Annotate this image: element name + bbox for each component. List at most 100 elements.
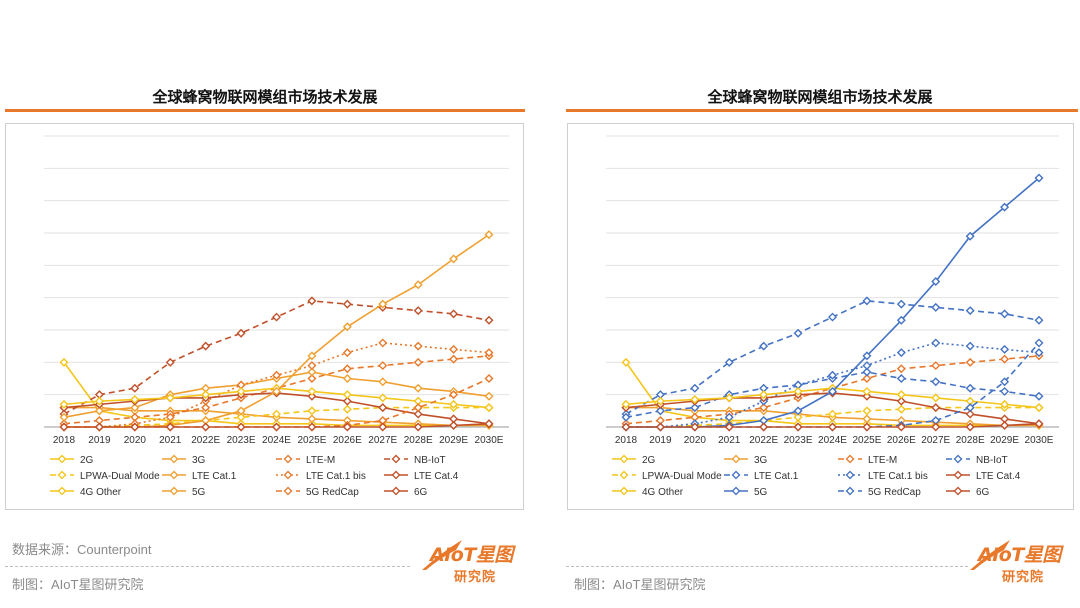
data-point	[236, 406, 246, 416]
legend-swatch-marker	[619, 470, 629, 480]
data-point	[94, 396, 104, 406]
data-point	[896, 348, 906, 358]
x-tick-label: 2019	[649, 435, 672, 446]
data-point	[130, 383, 140, 393]
data-point	[307, 367, 317, 377]
legend-swatch-marker	[283, 454, 293, 464]
data-point	[931, 338, 941, 348]
data-point	[862, 414, 872, 424]
data-point	[236, 422, 246, 432]
data-point	[1034, 391, 1044, 401]
data-point	[862, 374, 872, 383]
data-point	[413, 341, 423, 351]
data-point	[272, 386, 281, 396]
data-point	[862, 351, 872, 361]
data-point	[413, 383, 423, 393]
x-tick-label: 2028E	[956, 435, 985, 446]
x-tick-label: 2022E	[191, 435, 220, 446]
legend-item: LTE-M	[276, 454, 335, 466]
legend-label: 2G	[80, 455, 94, 466]
data-point	[1000, 354, 1010, 364]
legend-label: LPWA-Dual Mode	[80, 471, 160, 482]
data-point	[896, 404, 906, 414]
x-tick-label: 2023E	[784, 435, 813, 446]
data-point	[1034, 173, 1044, 183]
data-point	[342, 374, 352, 383]
legend-item: NB-IoT	[946, 454, 1008, 466]
data-point	[342, 322, 352, 332]
data-point	[307, 422, 317, 432]
data-point	[484, 230, 494, 240]
data-point	[896, 315, 906, 325]
legend-item: LPWA-Dual Mode	[612, 470, 722, 482]
data-point	[724, 422, 734, 432]
legend-label: 5G	[754, 487, 768, 498]
x-tick-label: 2029E	[990, 435, 1019, 446]
data-point	[413, 422, 423, 432]
x-tick-label: 2026E	[887, 435, 916, 446]
data-point	[449, 354, 459, 364]
data-point	[724, 393, 734, 403]
data-point	[965, 306, 975, 316]
right-title-rule	[566, 109, 1078, 112]
data-point	[1034, 403, 1044, 413]
data-point	[272, 409, 281, 419]
legend-swatch-marker	[731, 470, 741, 480]
data-point	[484, 374, 494, 383]
data-point	[931, 361, 941, 371]
x-tick-label: 2028E	[404, 435, 433, 446]
left-chart-title: 全球蜂窝物联网模组市场技术发展	[152, 88, 378, 106]
legend-label: 6G	[976, 487, 990, 498]
logo-swoosh-icon	[970, 540, 1010, 570]
legend-label: 4G Other	[642, 487, 684, 498]
data-point	[828, 422, 837, 432]
right-line-chart: 2018 2019 2020 2021 2022E 2023E 2024E 2025E 2026…	[606, 135, 1059, 498]
data-source: 数据来源：Counterpoint	[12, 542, 152, 557]
x-tick-label: 2018	[615, 435, 638, 446]
x-tick-label: 2026E	[333, 435, 362, 446]
data-point	[378, 422, 388, 432]
data-point	[378, 403, 388, 413]
data-point	[484, 348, 494, 358]
legend-item: NB-IoT	[384, 454, 446, 466]
legend-swatch-marker	[283, 470, 293, 480]
legend-item: LTE-M	[838, 454, 897, 466]
legend-swatch-marker	[169, 454, 179, 464]
logo-main-text: AIoT星图	[978, 544, 1061, 566]
x-tick-label: 2022E	[749, 435, 778, 446]
data-point	[59, 412, 69, 422]
data-point	[413, 409, 423, 419]
data-point	[342, 390, 352, 400]
data-point	[449, 254, 459, 264]
data-point	[165, 412, 175, 422]
data-point	[965, 422, 975, 432]
legend-swatch-marker	[619, 486, 629, 496]
data-point	[59, 357, 69, 367]
legend-label: LTE Cat.4	[976, 471, 1021, 482]
legend-label: 5G RedCap	[868, 487, 921, 498]
data-point	[724, 412, 734, 422]
left-line-chart: 2018 2019 2020 2021 2022E 2023E 2024E 2025E 2026…	[44, 135, 509, 498]
legend-swatch-marker	[391, 486, 401, 496]
data-point	[342, 404, 352, 414]
data-point	[931, 393, 941, 403]
data-point	[1034, 348, 1044, 358]
legend-swatch-marker	[845, 454, 855, 464]
series-6g	[621, 419, 1044, 432]
data-point	[272, 312, 281, 322]
data-point	[307, 391, 317, 401]
legend-label: 3G	[192, 455, 206, 466]
data-point	[759, 341, 769, 351]
legend-label: 2G	[642, 455, 656, 466]
legend-swatch-marker	[57, 454, 67, 464]
data-point	[621, 399, 631, 409]
data-point	[965, 357, 975, 367]
data-point	[621, 357, 631, 367]
series-nb-iot	[621, 296, 1044, 419]
data-point	[307, 374, 317, 383]
data-point	[896, 390, 906, 400]
data-point	[413, 306, 423, 316]
x-tick-label: 2023E	[227, 435, 256, 446]
data-point	[307, 351, 317, 361]
data-point	[236, 328, 246, 338]
